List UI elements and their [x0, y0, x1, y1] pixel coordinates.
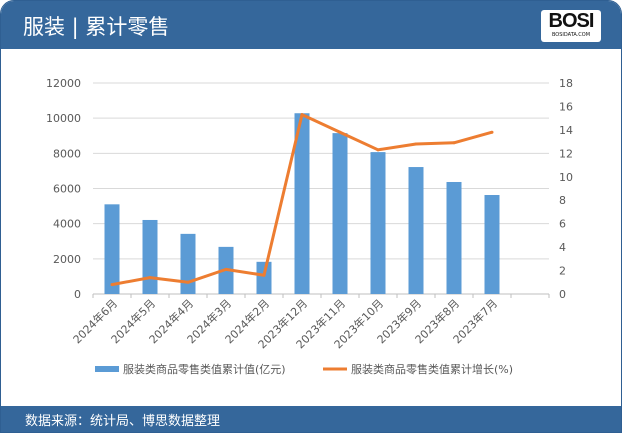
legend-swatch-bar [95, 366, 119, 372]
y-left-tick-label: 2000 [53, 253, 81, 266]
y-right-tick-label: 4 [559, 241, 566, 254]
bar [370, 152, 386, 294]
logo-subtext: BOSIDATA.COM [551, 32, 591, 38]
y-right-tick-label: 8 [559, 194, 566, 207]
y-left-tick-label: 8000 [53, 147, 81, 160]
legend-label-bar: 服装类商品零售类值累计值(亿元) [123, 362, 286, 376]
line-point [110, 283, 114, 287]
y-left-tick-label: 6000 [53, 183, 81, 196]
logo-text: BOSI [548, 10, 595, 32]
y-left-tick-label: 10000 [46, 112, 81, 125]
bar [180, 233, 196, 294]
bar [142, 219, 158, 294]
y-left-tick-label: 0 [74, 288, 81, 301]
page-title: 服装 | 累计零售 [23, 15, 170, 39]
bar [256, 261, 272, 294]
y-right-tick-label: 18 [559, 77, 573, 90]
line-point [148, 276, 152, 280]
y-right-tick-label: 2 [559, 265, 566, 278]
y-right-tick-label: 16 [559, 100, 573, 113]
legend-label-line: 服装类商品零售类值累计增长(%) [351, 362, 513, 376]
bar [332, 133, 348, 294]
header-bar: 服装 | 累计零售 BOSI BOSIDATA.COM [1, 1, 621, 49]
line-point [338, 130, 342, 134]
combo-chart: 0 2000 4000 6000 8000 10000 12000 0 2 4 6 8 10 12 14 16… [46, 77, 573, 376]
bar [484, 195, 500, 294]
bar [294, 113, 310, 294]
line-point [376, 148, 380, 152]
y-left-tick-label: 12000 [46, 77, 81, 90]
y-right-tick-label: 12 [559, 147, 573, 160]
line-point [300, 113, 304, 117]
line-point [224, 267, 228, 271]
y-left-tick-label: 4000 [53, 218, 81, 231]
line-point [262, 273, 266, 277]
line-point [186, 280, 190, 284]
line-point [490, 130, 494, 134]
line-point [414, 142, 418, 146]
y-right-tick-label: 14 [559, 124, 573, 137]
line-point [452, 141, 456, 145]
data-source: 数据来源：统计局、博思数据整理 [25, 414, 221, 429]
bar [446, 181, 462, 294]
y-right-tick-label: 6 [559, 218, 566, 231]
y-right-tick-label: 10 [559, 171, 573, 184]
footer-bar: 数据来源：统计局、博思数据整理 [1, 406, 621, 432]
y-right-tick-label: 0 [559, 288, 566, 301]
bosi-logo: BOSI BOSIDATA.COM [541, 10, 601, 42]
bar [104, 204, 120, 294]
bar [408, 167, 424, 294]
